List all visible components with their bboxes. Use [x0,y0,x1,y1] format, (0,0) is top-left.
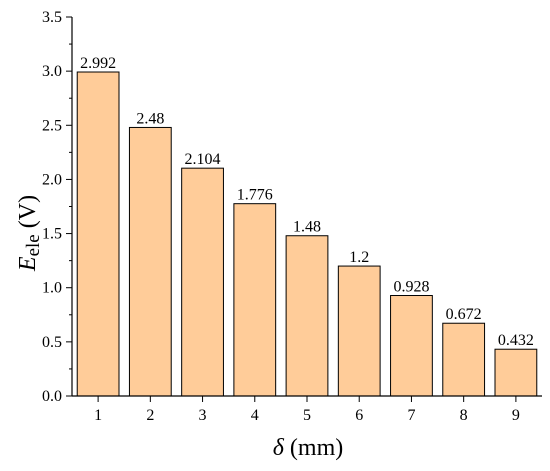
data-label-8: 0.672 [446,306,482,323]
x-tick-label-1: 1 [94,407,102,424]
x-tick-label-8: 8 [460,407,468,424]
y-tick-label-0.5: 0.5 [42,334,62,351]
data-label-7: 0.928 [393,279,429,296]
y-ticks-group: 0.0 0.5 1.0 1.5 2.0 2.5 3.0 3.5 [42,9,72,405]
y-tick-label-0.0: 0.0 [42,388,62,405]
y-axis-title-unit: (V) [15,195,41,234]
x-tick-label-6: 6 [355,407,363,424]
y-tick-label-2.5: 2.5 [42,117,62,134]
y-tick-label-3.5: 3.5 [42,9,62,26]
bars-group [76,71,538,397]
bar-7 [390,295,433,397]
y-axis-title-main: E [15,256,41,272]
bar-6 [337,265,381,397]
x-tick-label-5: 5 [303,407,311,424]
data-label-1: 2.992 [80,55,116,72]
bar-1 [76,71,120,397]
y-tick-label-2.0: 2.0 [42,171,62,188]
bar-5 [285,235,329,397]
x-tick-label-9: 9 [512,407,520,424]
data-label-2: 2.48 [136,110,164,127]
y-tick-label-3.0: 3.0 [42,63,62,80]
x-tick-label-4: 4 [251,407,259,424]
data-label-3: 2.104 [185,151,221,168]
data-labels-group: 2.992 2.48 2.104 1.776 1.48 1.2 0.928 0.672 0.43… [80,55,534,349]
y-axis-title-sub: ele [23,234,44,256]
data-label-9: 0.432 [498,332,534,349]
x-tick-label-2: 2 [146,407,154,424]
bar-3 [181,167,224,397]
bar-4 [233,203,277,397]
data-label-6: 1.2 [349,249,369,266]
bar-8 [442,322,486,397]
x-tick-label-3: 3 [199,407,207,424]
x-ticks-group: 1 2 3 4 5 6 7 8 9 [94,396,520,424]
x-axis-title-symbol: δ [273,435,285,461]
bar-9 [494,348,538,397]
data-label-4: 1.776 [237,187,273,204]
x-axis-title: δ (mm) [273,435,343,461]
y-axis-title: Eele (V) [15,195,44,272]
y-tick-label-1.0: 1.0 [42,280,62,297]
data-label-5: 1.48 [293,219,321,236]
x-axis-title-unit: (mm) [284,435,343,461]
x-tick-label-7: 7 [407,407,415,424]
bar-2 [128,126,172,397]
y-tick-label-1.5: 1.5 [42,226,62,243]
